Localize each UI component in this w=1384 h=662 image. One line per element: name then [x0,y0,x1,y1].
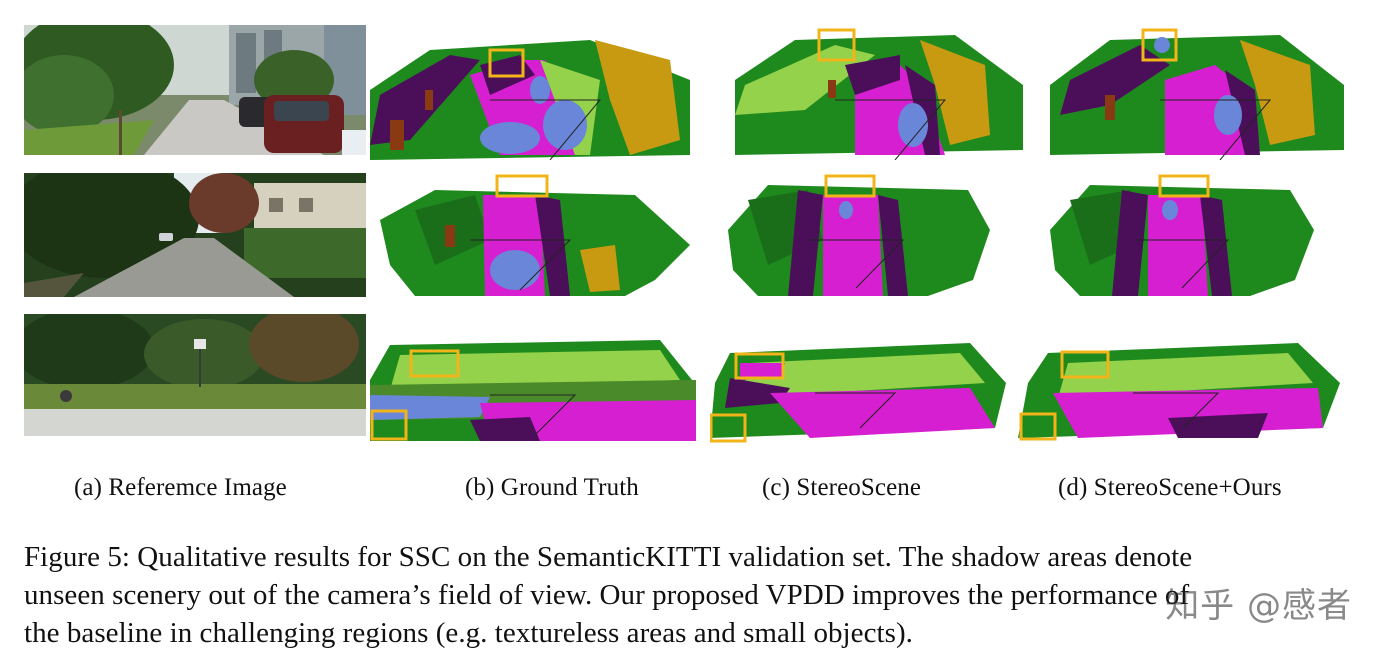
stereoscene-row-2 [728,170,990,296]
ground-truth-row-1 [370,20,690,160]
ground-truth-row-2 [375,170,690,296]
stereoscene-row-1 [735,25,1023,160]
ground-truth-row-3 [370,325,696,441]
stereoscene-row-3 [710,328,1006,444]
stereoscene-ours-row-2 [1050,170,1314,296]
label-stereoscene: (c) StereoScene [762,474,922,501]
watermark: 知乎 @感者 [1165,586,1352,626]
caption-line-3: the baseline in challenging regions (e.g… [24,617,913,649]
label-reference-image: (a) Referemce Image [74,474,287,501]
reference-image-row-2 [24,173,366,297]
caption-line-2: unseen scenery out of the camera’s field… [24,579,1190,611]
reference-image-row-3 [24,314,366,436]
caption-line-1: Figure 5: Qualitative results for SSC on… [24,541,1193,573]
stereoscene-ours-row-1 [1050,25,1344,160]
stereoscene-ours-row-3 [1018,328,1340,444]
label-ground-truth: (b) Ground Truth [465,474,639,501]
label-stereoscene-ours: (d) StereoScene+Ours [1058,474,1282,501]
reference-image-row-1 [24,25,366,155]
figure-caption: Figure 5: Qualitative results for SSC on… [24,538,1354,652]
